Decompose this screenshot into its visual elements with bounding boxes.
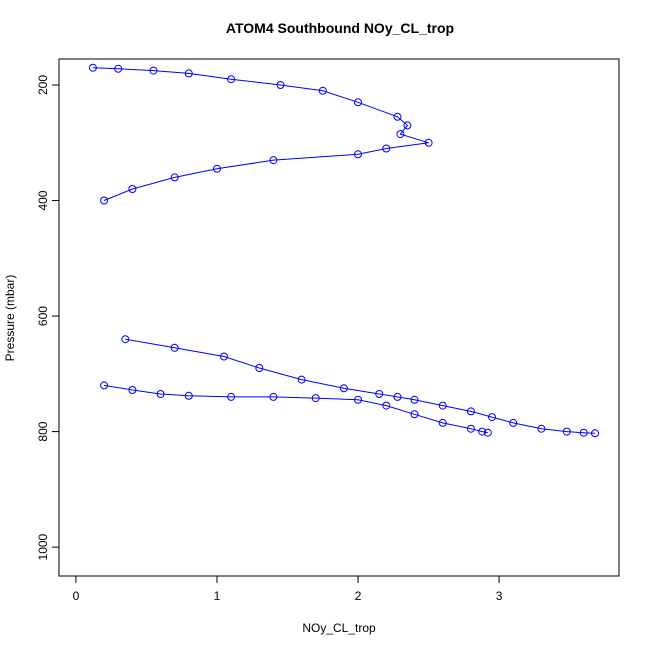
y-tick-label: 200 [36,75,50,95]
data-point [562,427,571,436]
data-point [478,427,487,436]
data-point [149,66,158,75]
data-point [100,196,109,205]
x-tick-label: 0 [73,589,80,603]
chart-title: ATOM4 Southbound NOy_CL_trop [225,20,455,36]
y-axis-label: Pressure (mbar) [3,275,17,362]
data-point [591,429,599,438]
plot-frame [58,58,620,577]
data-point [114,64,123,73]
data-point [269,392,278,401]
data-point [579,428,588,437]
y-tick-label: 600 [36,306,50,326]
data-point [354,150,362,159]
y-tick-label: 800 [36,421,50,441]
data-point [339,384,348,393]
data-point [269,156,278,165]
data-point [276,81,285,89]
data-layer [88,63,599,438]
data-point [382,144,391,153]
data-point [220,352,228,361]
y-tick-label: 400 [36,190,50,210]
data-point [488,413,496,422]
data-point [438,418,447,427]
data-point [466,407,475,416]
data-point [156,390,165,398]
data-point [227,75,236,84]
data-point [537,424,546,433]
data-point [318,86,327,95]
data-point [184,69,193,78]
series-line [92,67,429,201]
data-point [227,392,236,401]
data-point [121,335,130,344]
data-point [466,424,475,433]
series-line [104,384,488,434]
data-point [393,112,402,121]
data-point [424,138,433,147]
data-point [297,375,306,384]
data-point [184,391,193,400]
data-point [483,428,492,437]
y-axis: 200 400 600 800 1000 [36,75,60,560]
x-tick-label: 3 [496,589,503,603]
data-point [354,395,362,404]
data-point [100,381,109,390]
data-point [438,401,447,410]
x-axis: 0 1 2 3 [73,575,503,603]
data-point [403,121,412,130]
data-point [354,98,362,107]
data-point [410,395,419,404]
data-point [128,185,137,193]
data-point [382,401,391,410]
x-tick-label: 2 [355,589,362,603]
data-point [128,386,137,394]
data-point [255,364,264,372]
data-point [170,173,179,182]
data-point [375,390,384,398]
data-point [88,63,97,72]
data-point [393,392,402,401]
data-point [396,130,405,139]
data-point [311,394,320,403]
data-point [509,418,518,427]
x-tick-label: 1 [214,589,221,603]
data-point [213,164,221,173]
data-point [170,343,179,352]
x-axis-label: NOy_CL_trop [302,621,376,635]
series-line [125,338,596,434]
data-point [410,410,419,419]
y-tick-label: 1000 [36,533,50,560]
